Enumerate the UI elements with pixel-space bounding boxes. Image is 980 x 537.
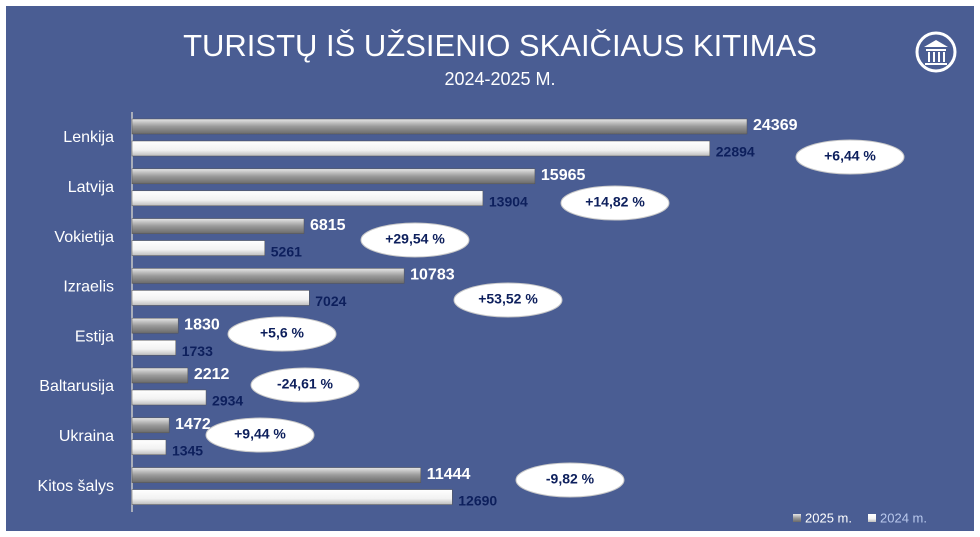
value-label: 12690: [458, 492, 497, 508]
change-bubble: [453, 282, 563, 318]
category-label: Latvija: [68, 179, 114, 196]
value-label: 15965: [541, 167, 586, 184]
bar: [131, 467, 422, 483]
bar: [131, 268, 405, 284]
bar: [131, 140, 711, 157]
value-label: 10783: [410, 267, 455, 284]
legend-swatch: [793, 514, 801, 522]
value-label: 11444: [427, 466, 471, 483]
value-label: 5261: [271, 243, 302, 259]
change-label: -9,82 %: [546, 471, 595, 487]
value-label: 1345: [172, 443, 203, 459]
bar: [131, 489, 453, 505]
change-bubble: [795, 139, 905, 175]
chart-title: TURISTŲ IŠ UŽSIENIO SKAIČIAUS KITIMAS: [183, 28, 817, 63]
category-label: Estija: [75, 328, 114, 345]
bar: [131, 339, 176, 356]
category-label: Vokietija: [54, 229, 114, 246]
category-label: Lenkija: [63, 129, 114, 146]
change-bubble: [250, 367, 360, 403]
change-label: +53,52 %: [478, 291, 538, 307]
logo: [915, 31, 957, 73]
value-label: 2934: [212, 393, 243, 409]
bar: [131, 218, 305, 234]
legend-label: 2025 m.: [805, 510, 852, 525]
change-bubble: [205, 417, 315, 453]
change-label: +9,44 %: [234, 426, 286, 442]
legend-label: 2024 m.: [880, 510, 927, 525]
category-label: Baltarusija: [39, 378, 114, 395]
change-bubble: [227, 316, 337, 352]
change-label: +6,44 %: [824, 148, 876, 164]
value-label: 1472: [175, 416, 211, 433]
change-label: +5,6 %: [260, 325, 305, 341]
bar: [131, 367, 189, 384]
change-bubble: [515, 462, 625, 498]
bar: [131, 190, 484, 207]
bar: [131, 118, 748, 135]
category-label: Ukraina: [59, 428, 114, 445]
change-bubble: [360, 222, 470, 258]
category-label: Izraelis: [63, 279, 114, 296]
value-label: 24369: [753, 117, 798, 134]
value-label: 6815: [310, 217, 346, 234]
bar: [131, 240, 266, 256]
value-label: 1830: [184, 316, 220, 333]
bar: [131, 290, 310, 306]
value-label: 22894: [716, 144, 755, 160]
change-label: -24,61 %: [277, 376, 334, 392]
bar: [131, 168, 536, 185]
bar: [131, 439, 167, 456]
legend-swatch: [868, 514, 876, 522]
value-label: 1733: [182, 343, 213, 359]
value-label: 7024: [315, 293, 346, 309]
value-label: 13904: [489, 194, 528, 210]
value-label: 2212: [194, 366, 230, 383]
change-label: +14,82 %: [585, 194, 645, 210]
bar: [131, 389, 207, 406]
category-label: Kitos šalys: [38, 478, 114, 495]
bar: [131, 417, 170, 434]
change-bubble: [560, 185, 670, 221]
bar: [131, 317, 179, 334]
chart-subtitle: 2024-2025 M.: [444, 69, 555, 89]
change-label: +29,54 %: [385, 231, 445, 247]
